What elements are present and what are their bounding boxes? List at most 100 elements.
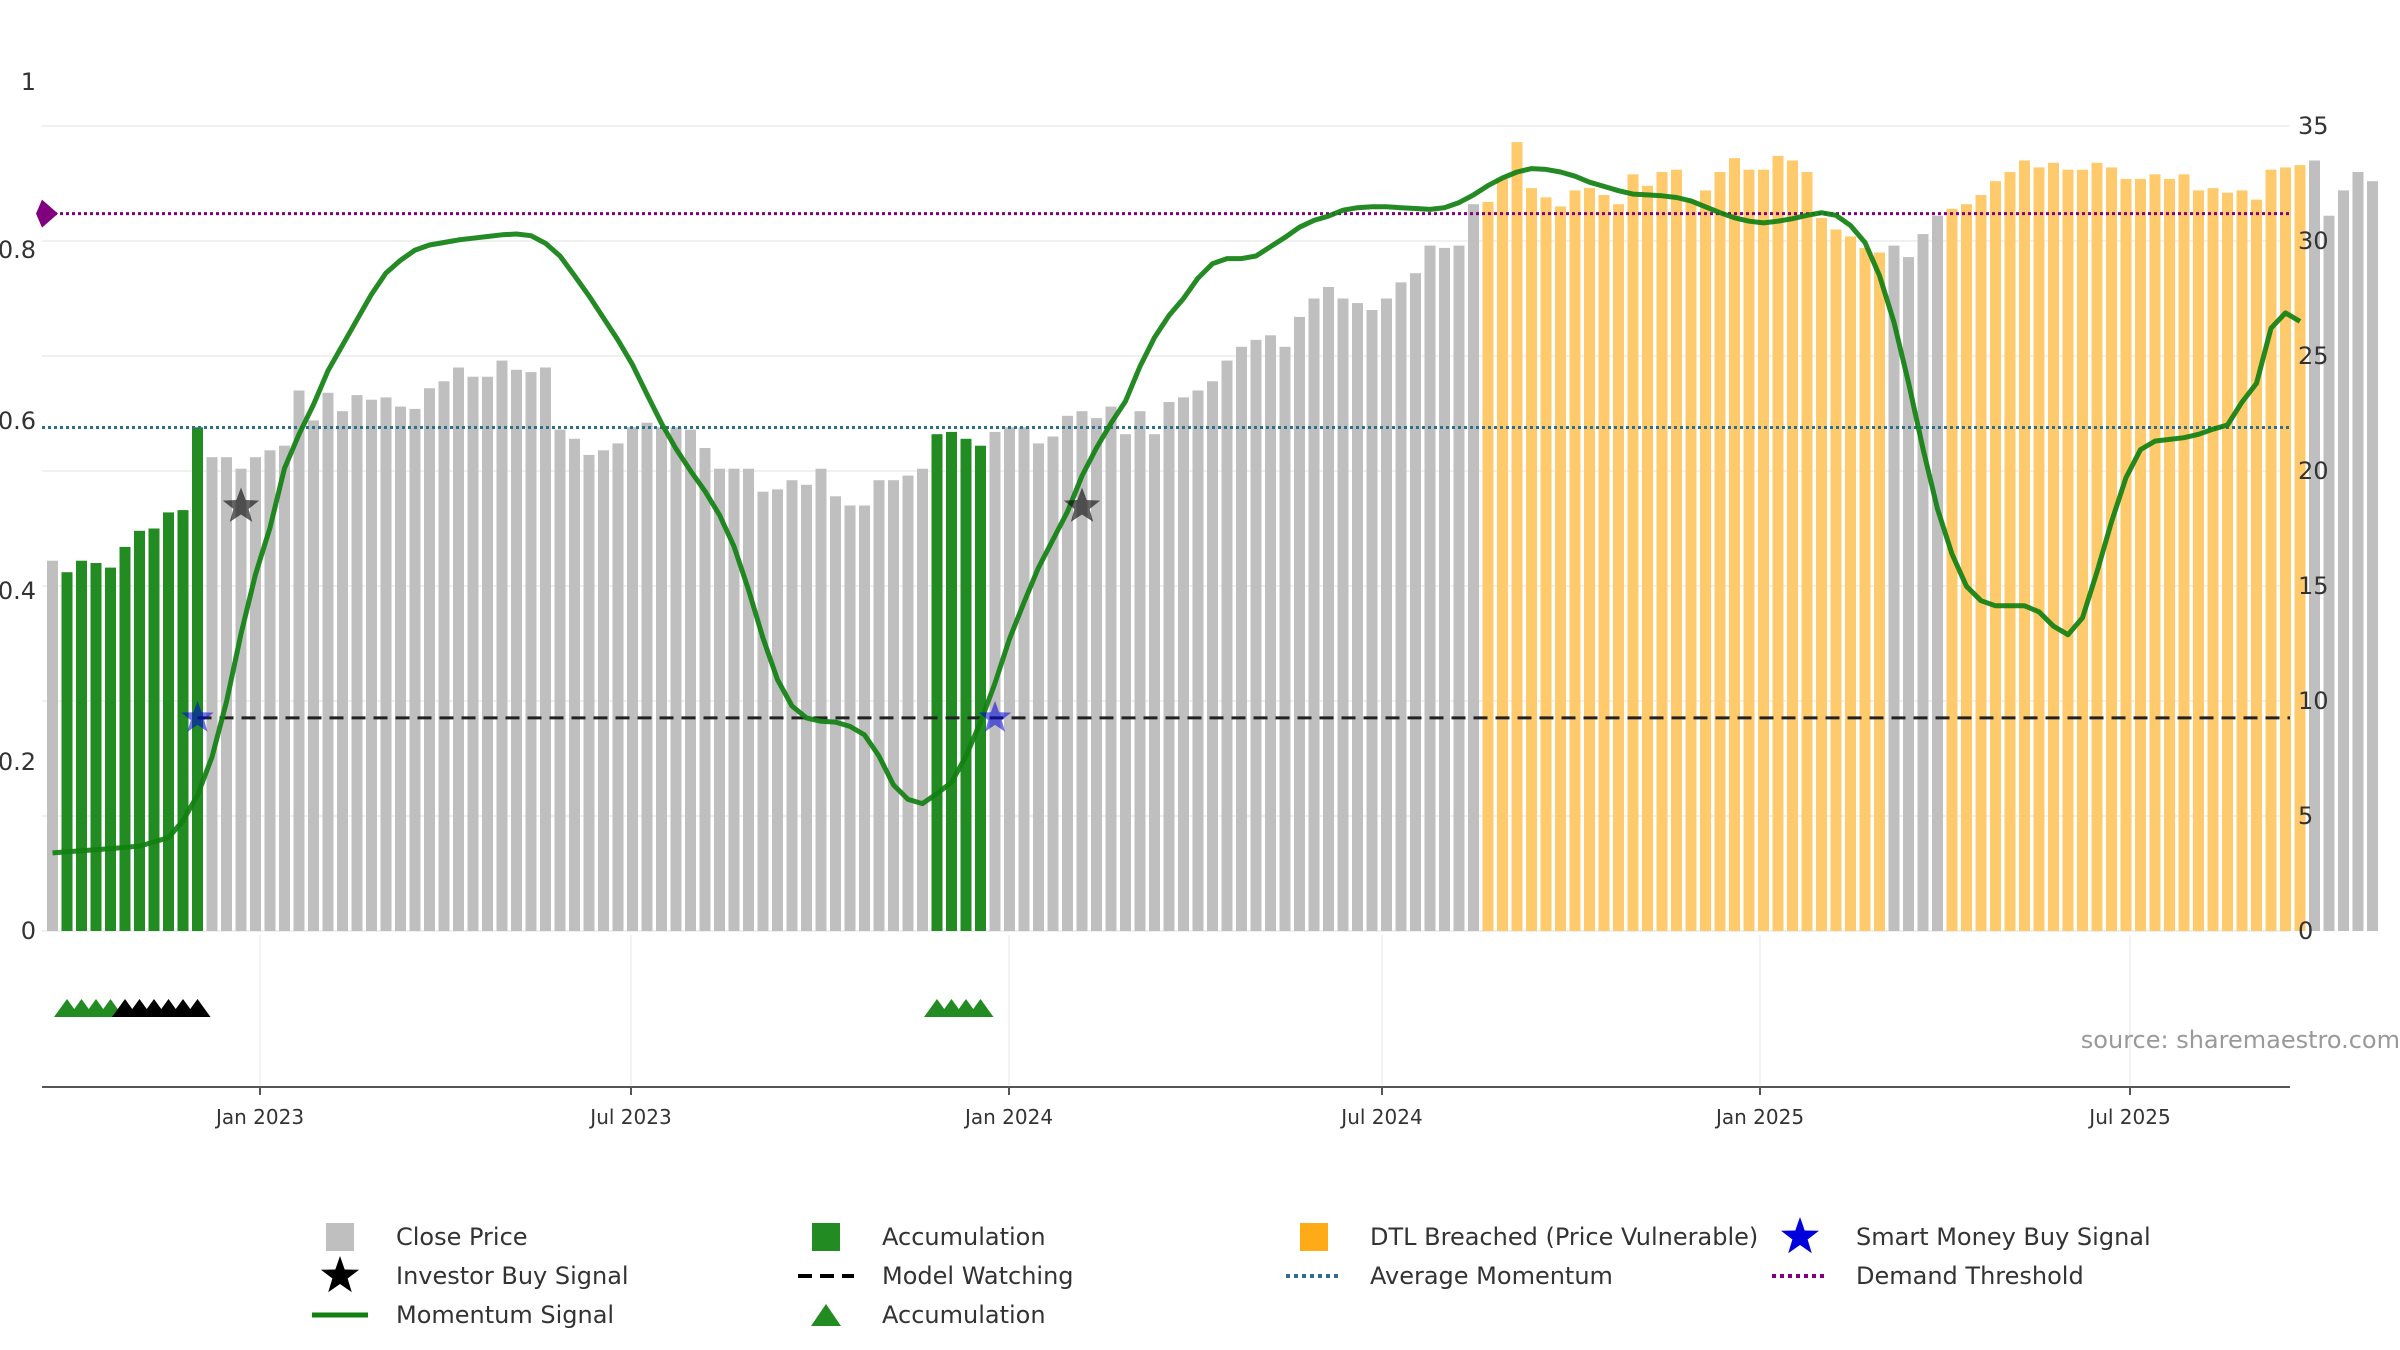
- close-price-bar: [627, 427, 638, 931]
- accumulation-bar: [931, 434, 943, 931]
- dtl-breached-bar: [1787, 160, 1798, 931]
- accumulation-bar: [90, 563, 102, 931]
- close-price-bar: [772, 489, 783, 931]
- close-price-bar: [1265, 335, 1276, 931]
- close-price-bar: [409, 408, 421, 931]
- dtl-breached-bar: [2019, 160, 2030, 931]
- dtl-breached-bar: [1874, 252, 1885, 931]
- close-price-bar: [1903, 257, 1914, 932]
- right-y-tick-label: 10: [2298, 687, 2329, 715]
- dtl-breached-bar: [2207, 188, 2219, 932]
- legend-item: DTL Breached (Price Vulnerable): [1300, 1223, 1758, 1251]
- close-price-bar: [511, 369, 522, 931]
- dtl-breached-bar: [2120, 178, 2132, 931]
- close-price-bar: [1294, 316, 1305, 931]
- dtl-breached-bar: [1555, 206, 1566, 931]
- close-price-bar: [1149, 434, 1160, 931]
- accumulation-bar: [134, 530, 145, 931]
- dtl-breached-bar: [1990, 181, 2001, 931]
- close-price-bar: [1381, 298, 1392, 931]
- legend-label: Demand Threshold: [1856, 1262, 2084, 1290]
- demand-threshold-marker: [36, 199, 58, 228]
- left-y-tick-label: 0: [21, 917, 36, 945]
- close-price-bar: [1932, 215, 1943, 931]
- close-price-bar: [1279, 346, 1291, 931]
- dtl-breached-bar: [2149, 174, 2161, 932]
- close-price-bar: [1917, 234, 1929, 932]
- x-tick-label: Jan 2023: [214, 1105, 304, 1129]
- legend-item: Demand Threshold: [1772, 1262, 2084, 1290]
- close-price-bar: [1888, 245, 1900, 932]
- close-price-bar: [902, 475, 914, 931]
- dtl-breached-bar: [1714, 172, 1726, 931]
- legend-label: Average Momentum: [1370, 1262, 1613, 1290]
- close-price-bar: [888, 480, 899, 931]
- legend-label: Momentum Signal: [396, 1301, 614, 1329]
- dtl-breached-bar: [1961, 204, 1972, 931]
- close-price-bar: [656, 427, 667, 931]
- legend-item: Smart Money Buy Signal: [1781, 1217, 2151, 1254]
- close-price-bar: [235, 468, 247, 931]
- dtl-breached-bar: [1656, 172, 1668, 931]
- close-price-bar: [380, 397, 392, 931]
- close-price-bar: [250, 457, 261, 931]
- dtl-breached-bar: [1975, 195, 1987, 931]
- dtl-breached-bar: [2135, 178, 2146, 931]
- close-price-bar: [641, 422, 653, 931]
- price-bars: [47, 142, 2378, 932]
- dtl-breached-bar: [1859, 247, 1871, 931]
- smart-money-buy-star: [181, 700, 214, 732]
- close-price-bar: [1192, 390, 1204, 931]
- dtl-breached-bar: [1613, 204, 1624, 931]
- dtl-breached-bar: [2280, 167, 2291, 931]
- close-price-bar: [699, 448, 711, 931]
- x-tick-label: Jul 2023: [588, 1105, 671, 1129]
- dtl-breached-bar: [1743, 169, 1755, 931]
- x-tick-label: Jan 2025: [1714, 1105, 1804, 1129]
- close-price-bar: [1105, 406, 1117, 932]
- close-price-bar: [757, 491, 769, 931]
- dtl-breached-bar: [1642, 185, 1653, 932]
- close-price-bar: [1468, 204, 1479, 931]
- close-price-bar: [1178, 397, 1189, 931]
- close-price-bar: [1221, 360, 1233, 932]
- close-price-bar: [1308, 298, 1320, 931]
- right-y-tick-label: 20: [2298, 457, 2329, 485]
- right-y-tick-label: 5: [2298, 802, 2313, 830]
- dtl-breached-bar: [2193, 190, 2204, 931]
- legend-item: Momentum Signal: [312, 1301, 614, 1329]
- legend-swatch: [326, 1223, 354, 1251]
- dtl-breached-bar: [1627, 174, 1639, 932]
- accumulation-bar: [960, 438, 972, 931]
- dtl-breached-bar: [2236, 190, 2248, 931]
- close-price-bar: [351, 395, 363, 932]
- accumulation-bar: [105, 567, 116, 931]
- accumulation-bar: [177, 510, 189, 931]
- close-price-bar: [2323, 215, 2335, 931]
- dtl-breached-bar: [2222, 192, 2233, 931]
- momentum-signal-line: [52, 166, 2302, 856]
- close-price-bar: [685, 429, 696, 931]
- close-price-bar: [917, 468, 928, 931]
- close-price-bar: [598, 450, 609, 931]
- close-price-bar: [279, 445, 290, 931]
- close-price-bar: [1062, 415, 1073, 931]
- dtl-breached-bar: [1482, 201, 1494, 931]
- close-price-bar: [1120, 434, 1131, 931]
- legend-item: Accumulation: [812, 1223, 1046, 1251]
- accumulation-bar: [76, 560, 87, 931]
- dtl-breached-bar: [1758, 169, 1769, 931]
- legend-star: [1781, 1217, 1819, 1254]
- legend-label: DTL Breached (Price Vulnerable): [1370, 1223, 1758, 1251]
- close-price-bar: [2367, 181, 2378, 931]
- close-price-bar: [540, 367, 551, 931]
- legend-item: Model Watching: [798, 1262, 1074, 1290]
- x-tick-label: Jan 2024: [963, 1105, 1053, 1129]
- dtl-breached-bar: [2265, 169, 2277, 931]
- dtl-breached-bar: [1729, 158, 1740, 931]
- close-price-bar: [395, 406, 406, 932]
- investor-buy-star: [1063, 487, 1101, 522]
- close-price-bar: [670, 427, 682, 931]
- dtl-breached-bar: [1569, 190, 1581, 931]
- close-price-bar: [496, 360, 508, 932]
